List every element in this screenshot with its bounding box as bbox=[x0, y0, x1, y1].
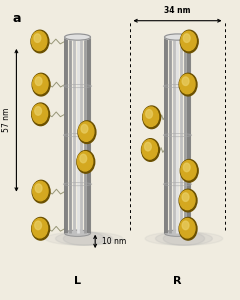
Circle shape bbox=[142, 139, 159, 161]
Circle shape bbox=[35, 77, 42, 85]
Circle shape bbox=[180, 30, 198, 53]
Circle shape bbox=[80, 154, 87, 163]
Circle shape bbox=[31, 30, 49, 53]
Circle shape bbox=[32, 180, 50, 203]
Circle shape bbox=[180, 160, 198, 182]
Text: L: L bbox=[74, 276, 81, 286]
Circle shape bbox=[144, 142, 151, 151]
FancyBboxPatch shape bbox=[65, 37, 67, 233]
Circle shape bbox=[35, 184, 42, 193]
FancyBboxPatch shape bbox=[88, 37, 90, 233]
Circle shape bbox=[81, 124, 88, 133]
Circle shape bbox=[32, 218, 49, 240]
Ellipse shape bbox=[145, 232, 223, 245]
FancyBboxPatch shape bbox=[165, 37, 167, 233]
FancyBboxPatch shape bbox=[188, 37, 190, 233]
Circle shape bbox=[180, 74, 195, 94]
Ellipse shape bbox=[163, 232, 205, 245]
Ellipse shape bbox=[65, 34, 90, 40]
Ellipse shape bbox=[55, 232, 113, 245]
Ellipse shape bbox=[156, 232, 212, 245]
Circle shape bbox=[77, 152, 93, 171]
Circle shape bbox=[179, 73, 197, 96]
Circle shape bbox=[77, 151, 95, 173]
Circle shape bbox=[182, 221, 189, 230]
Circle shape bbox=[32, 218, 48, 238]
Text: R: R bbox=[173, 276, 182, 286]
Circle shape bbox=[143, 107, 159, 127]
Text: 57 nm: 57 nm bbox=[2, 108, 11, 133]
Circle shape bbox=[33, 74, 48, 94]
Circle shape bbox=[183, 163, 190, 172]
Circle shape bbox=[146, 110, 152, 118]
Ellipse shape bbox=[63, 232, 105, 245]
Circle shape bbox=[179, 218, 197, 240]
Text: 34 nm: 34 nm bbox=[164, 6, 191, 15]
Circle shape bbox=[182, 193, 189, 201]
Circle shape bbox=[179, 189, 197, 212]
Text: a: a bbox=[13, 12, 21, 25]
Circle shape bbox=[35, 221, 42, 230]
Circle shape bbox=[33, 181, 48, 201]
Circle shape bbox=[78, 121, 96, 143]
Circle shape bbox=[32, 73, 50, 96]
Ellipse shape bbox=[165, 34, 190, 40]
Ellipse shape bbox=[165, 230, 190, 236]
Circle shape bbox=[78, 122, 94, 141]
Circle shape bbox=[34, 34, 41, 42]
Circle shape bbox=[143, 106, 161, 129]
Circle shape bbox=[31, 31, 47, 51]
Circle shape bbox=[183, 34, 190, 42]
Circle shape bbox=[180, 218, 195, 238]
Ellipse shape bbox=[45, 232, 123, 245]
Circle shape bbox=[142, 140, 157, 159]
Circle shape bbox=[35, 107, 42, 115]
Circle shape bbox=[181, 160, 196, 180]
Circle shape bbox=[32, 103, 49, 126]
Circle shape bbox=[32, 104, 48, 124]
Circle shape bbox=[180, 190, 195, 210]
Ellipse shape bbox=[65, 230, 90, 236]
Circle shape bbox=[181, 31, 196, 51]
Circle shape bbox=[182, 77, 189, 85]
Text: 10 nm: 10 nm bbox=[102, 237, 126, 246]
